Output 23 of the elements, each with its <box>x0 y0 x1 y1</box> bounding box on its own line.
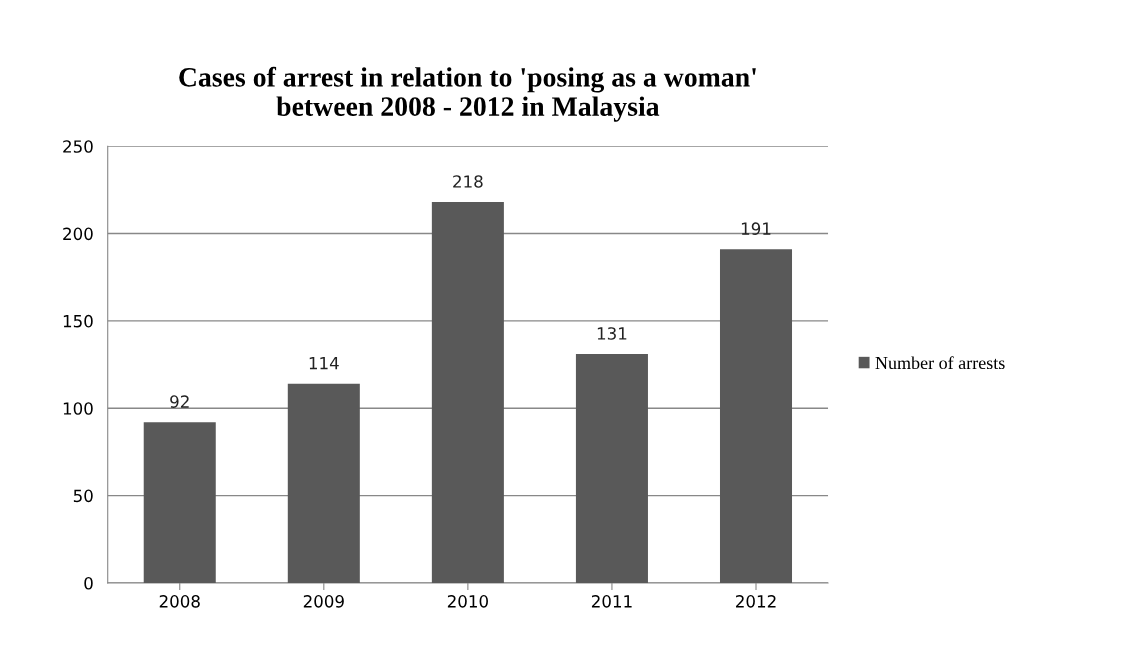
y-tick-label: 50 <box>73 489 93 503</box>
y-tick-label: 100 <box>63 402 93 415</box>
x-tick-label: 2012 <box>736 595 776 608</box>
bar <box>719 249 793 583</box>
x-tick-label: 2009 <box>303 595 344 608</box>
data-label: 218 <box>453 175 483 188</box>
data-label: 114 <box>309 357 339 370</box>
bar <box>143 422 216 583</box>
bar <box>575 354 648 583</box>
y-tick-label: 250 <box>63 140 93 153</box>
legend-label: Number of arrests <box>875 356 1005 370</box>
x-tick-label: 2010 <box>447 595 488 608</box>
bar <box>431 202 504 583</box>
x-tick-label: 2008 <box>159 595 200 608</box>
data-label: 131 <box>597 327 627 340</box>
y-tick-label: 150 <box>63 314 93 328</box>
bar <box>287 383 360 583</box>
chart-title: Cases of arrest in relation to 'posing as a woman' between 2008 - 2012 in Malaysia <box>179 66 756 122</box>
y-tick-label: 200 <box>63 227 93 241</box>
x-tick-label: 2011 <box>591 595 632 608</box>
data-label: 191 <box>741 222 771 235</box>
data-label: 92 <box>170 395 189 408</box>
y-tick-label: 0 <box>84 576 93 590</box>
